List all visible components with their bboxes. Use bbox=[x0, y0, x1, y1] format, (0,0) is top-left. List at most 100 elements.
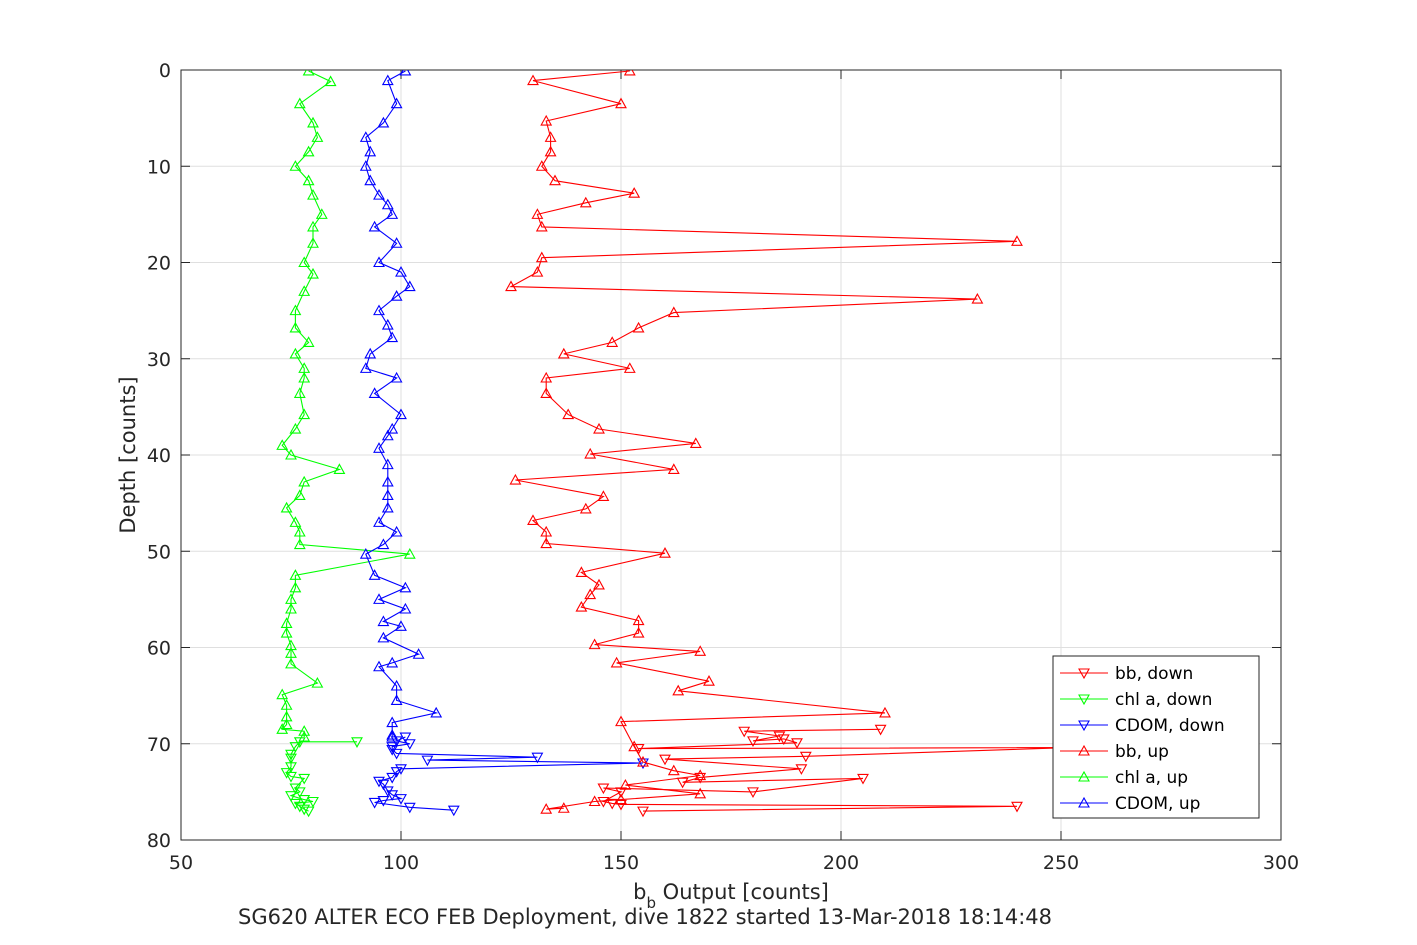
data-point bbox=[399, 70, 412, 76]
data-point bbox=[747, 787, 759, 799]
data-point bbox=[557, 347, 570, 359]
data-point bbox=[615, 799, 627, 811]
data-point bbox=[421, 755, 434, 767]
y-tick-label: 0 bbox=[159, 60, 171, 82]
data-point bbox=[628, 187, 641, 198]
x-tick-label: 200 bbox=[823, 852, 859, 874]
series-bb-up bbox=[505, 70, 1023, 814]
data-point bbox=[386, 422, 399, 434]
data-point bbox=[386, 744, 399, 756]
legend-entry: chl a, down bbox=[1060, 690, 1212, 710]
data-point bbox=[584, 447, 597, 459]
data-point bbox=[289, 516, 302, 527]
data-point bbox=[505, 280, 517, 292]
data-point bbox=[359, 131, 372, 142]
data-point bbox=[293, 787, 306, 799]
data-point bbox=[597, 796, 610, 808]
data-point bbox=[285, 448, 297, 460]
data-point bbox=[667, 306, 680, 318]
legend-entry: chl a, up bbox=[1060, 768, 1188, 788]
data-point bbox=[795, 764, 808, 775]
series-chl-a-down bbox=[280, 737, 363, 818]
data-point bbox=[307, 267, 319, 279]
data-point bbox=[535, 251, 548, 263]
data-point bbox=[377, 116, 390, 128]
legend-marker bbox=[1078, 668, 1090, 680]
series-cdom-up bbox=[359, 70, 443, 742]
data-point bbox=[386, 656, 399, 668]
data-point bbox=[588, 638, 601, 650]
data-point bbox=[623, 70, 636, 76]
data-point bbox=[703, 675, 715, 686]
axis-ticks: 50 100 150 200 250 300 0 10 20 30 40 50 60 70 80 bbox=[147, 60, 1299, 874]
data-point bbox=[285, 762, 297, 773]
x-tick-label: 250 bbox=[1043, 852, 1079, 874]
legend: bb, down chl a, down CDOM, down bb, up chl a… bbox=[1052, 655, 1260, 819]
legend-entry: CDOM, down bbox=[1060, 716, 1225, 736]
data-point bbox=[285, 791, 297, 802]
legend-marker bbox=[1078, 744, 1090, 756]
data-point bbox=[390, 767, 403, 778]
data-point bbox=[637, 758, 649, 770]
data-point bbox=[373, 516, 385, 527]
data-point bbox=[540, 114, 553, 126]
data-point bbox=[694, 645, 707, 656]
data-point bbox=[579, 502, 592, 514]
data-point bbox=[447, 805, 460, 817]
data-point bbox=[289, 798, 302, 810]
data-point bbox=[364, 347, 377, 359]
data-point bbox=[311, 676, 324, 688]
data-point bbox=[298, 475, 311, 487]
data-point bbox=[333, 463, 346, 474]
legend-entry: bb, up bbox=[1060, 742, 1169, 762]
x-axis-title-main: b bbox=[633, 880, 646, 904]
data-point bbox=[381, 501, 394, 513]
y-tick-label: 80 bbox=[147, 830, 171, 852]
data-point bbox=[293, 525, 306, 537]
data-point bbox=[531, 208, 544, 219]
data-point bbox=[395, 794, 407, 805]
x-axis-title-subscript: b bbox=[646, 894, 656, 912]
legend-entry: CDOM, up bbox=[1060, 794, 1200, 814]
data-point bbox=[293, 387, 306, 398]
data-point bbox=[386, 742, 399, 753]
data-point bbox=[694, 787, 707, 799]
y-axis-title: Depth [counts] bbox=[116, 376, 140, 533]
series-line bbox=[508, 70, 1018, 810]
data-point bbox=[302, 145, 315, 157]
data-point bbox=[377, 795, 390, 807]
data-point bbox=[606, 798, 619, 810]
data-point bbox=[544, 145, 557, 157]
data-point bbox=[381, 74, 394, 86]
data-point bbox=[535, 220, 548, 232]
data-point bbox=[593, 578, 605, 590]
data-point bbox=[615, 97, 627, 109]
data-point bbox=[623, 362, 636, 373]
data-point bbox=[694, 772, 707, 784]
data-point bbox=[285, 602, 297, 614]
data-point bbox=[791, 738, 803, 749]
data-point bbox=[280, 626, 293, 638]
data-point bbox=[280, 718, 293, 730]
y-tick-label: 20 bbox=[147, 253, 171, 275]
data-point bbox=[359, 548, 372, 559]
series-chl-a-up bbox=[276, 70, 416, 742]
data-point bbox=[857, 773, 869, 785]
data-point bbox=[395, 408, 407, 420]
data-point bbox=[293, 97, 306, 109]
data-point bbox=[403, 802, 416, 814]
data-point bbox=[302, 70, 315, 76]
data-point bbox=[637, 806, 649, 818]
data-point bbox=[390, 679, 403, 691]
data-point bbox=[386, 331, 399, 343]
data-point bbox=[373, 660, 385, 672]
data-point bbox=[403, 280, 416, 292]
data-point bbox=[540, 803, 553, 814]
series-line bbox=[374, 736, 644, 811]
legend-box bbox=[1052, 655, 1260, 819]
data-point bbox=[285, 749, 297, 761]
legend-label: chl a, up bbox=[1115, 768, 1188, 788]
data-point bbox=[615, 715, 627, 727]
data-point bbox=[373, 304, 385, 316]
data-point bbox=[390, 97, 403, 109]
